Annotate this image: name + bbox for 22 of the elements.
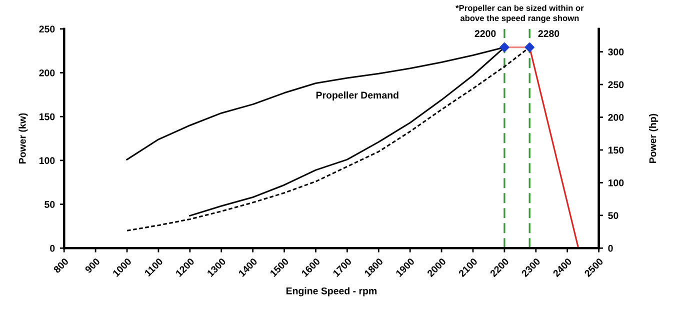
x-axis-title: Engine Speed - rpm xyxy=(286,287,376,296)
annotation: 2200 xyxy=(474,30,496,38)
y-tick-label: 50 xyxy=(44,201,55,208)
text: Propeller Demand xyxy=(316,91,398,101)
y-tick-label: 100 xyxy=(39,157,55,164)
annotation: 2280 xyxy=(538,30,560,38)
y2-tick-label: 250 xyxy=(608,81,624,88)
y-axis-title: Power (kw) xyxy=(18,113,28,164)
y-tick-label: 200 xyxy=(39,69,55,76)
y-tick-label: 150 xyxy=(39,113,55,120)
y-tick-label: 0 xyxy=(50,244,55,252)
y-tick-label: 250 xyxy=(39,26,55,33)
y2-tick-label: 300 xyxy=(608,48,624,56)
x-tick-label: 900 xyxy=(84,258,100,274)
y2-axis-title: Power (hp) xyxy=(649,114,658,163)
y2-tick-label: 100 xyxy=(608,179,624,186)
x-tick-label: 800 xyxy=(53,258,69,274)
text: *Propeller can be sized within or above the speed range shown xyxy=(456,4,584,23)
y2-tick-label: 150 xyxy=(608,146,624,154)
y2-tick-label: 200 xyxy=(608,114,624,121)
y2-tick-label: 0 xyxy=(608,244,613,252)
y2-tick-label: 50 xyxy=(608,212,618,220)
